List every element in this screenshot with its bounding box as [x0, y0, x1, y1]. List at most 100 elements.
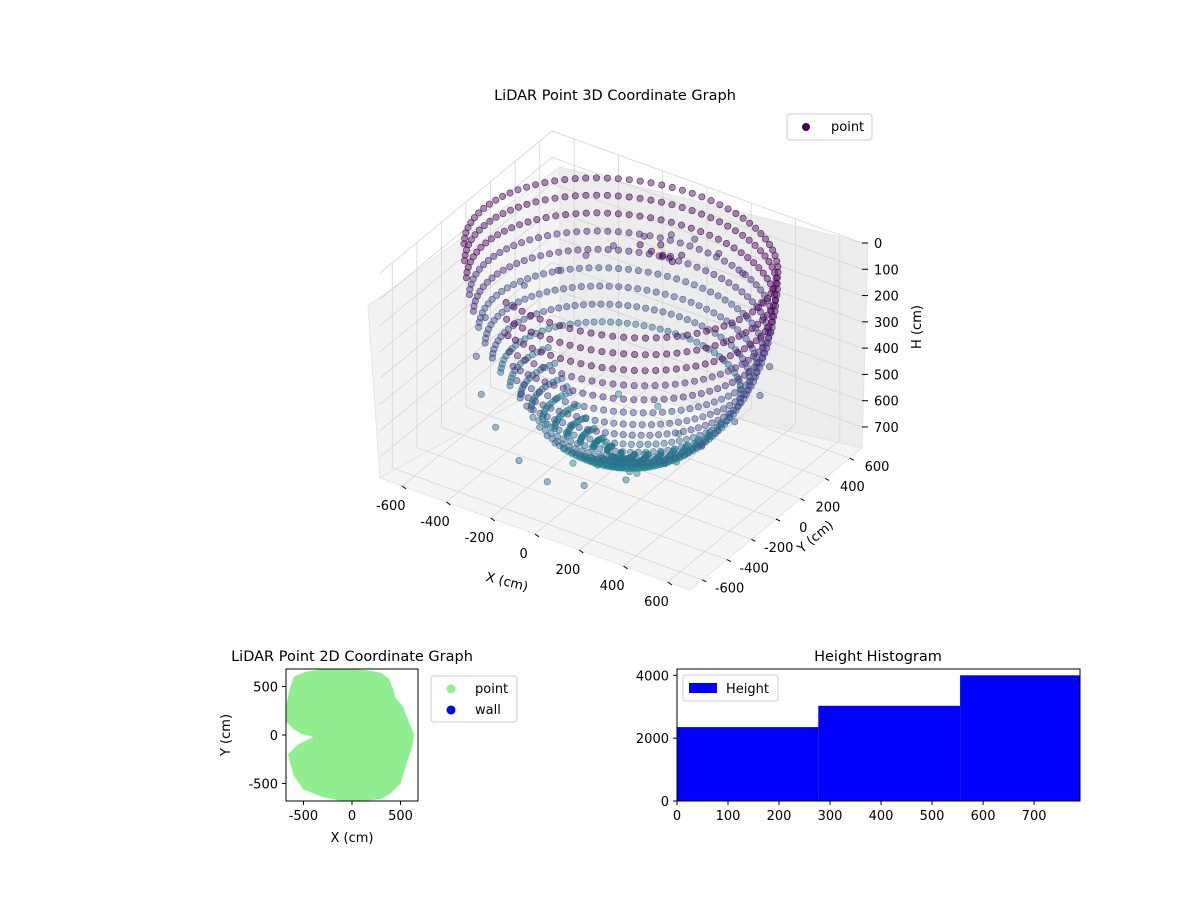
- point-3d: [500, 356, 508, 364]
- point-3d: [578, 433, 586, 441]
- point-3d: [741, 271, 749, 279]
- point-3d: [514, 298, 522, 306]
- point-3d: [752, 281, 760, 289]
- lidar-2d-axes: LiDAR Point 2D Coordinate Graph -500 0 500…: [219, 649, 518, 846]
- gridline-y-3d: [441, 222, 752, 540]
- point-3d: [748, 325, 756, 333]
- histogram-bar: [960, 675, 1080, 801]
- point-3d: [615, 301, 623, 309]
- point-3d: [606, 300, 614, 308]
- point-3d: [670, 394, 678, 402]
- point-3d: [612, 453, 620, 461]
- point-3d: [624, 284, 632, 292]
- point-3d: [553, 376, 561, 384]
- point-3d: [561, 390, 569, 398]
- point-3d: [645, 250, 653, 258]
- point-3d: [567, 421, 575, 429]
- point-3d: [531, 181, 539, 189]
- point-3d: [619, 431, 627, 439]
- point-3d: [584, 448, 592, 456]
- point-3d: [593, 191, 601, 199]
- tick-x-3d: [490, 517, 496, 522]
- point-3d: [610, 430, 618, 438]
- point-3d: [517, 390, 525, 398]
- point-3d: [687, 298, 695, 306]
- point-3d: [773, 274, 781, 282]
- tick-y-3d: [849, 457, 854, 461]
- point-3d: [759, 269, 767, 277]
- point-3d: [602, 460, 610, 468]
- point-3d: [631, 334, 639, 342]
- point-3d: [462, 229, 470, 237]
- point-3d: [642, 304, 650, 312]
- grid-3d: [379, 130, 863, 583]
- point-3d: [714, 416, 722, 424]
- point-3d: [693, 263, 701, 271]
- point-3d: [724, 392, 732, 400]
- point-3d: [559, 384, 567, 392]
- point-3d: [597, 300, 605, 308]
- point-3d: [735, 375, 743, 383]
- point-3d: [644, 440, 652, 448]
- legend-label-point-3d: point: [831, 120, 864, 135]
- tick-x-3d: [446, 501, 451, 506]
- legend-2d: point wall: [430, 675, 518, 723]
- point-3d: [706, 410, 714, 418]
- point-3d: [679, 393, 687, 401]
- gridline-y-3d: [490, 181, 801, 500]
- point-3d: [689, 433, 697, 441]
- point-3d: [736, 385, 744, 393]
- point-3d: [690, 377, 698, 385]
- tick-label-y-2d: -500: [248, 778, 278, 793]
- point-3d: [560, 435, 568, 443]
- point-3d: [742, 329, 750, 337]
- tick-label-z-3d: 500: [874, 368, 899, 383]
- point-3d: [559, 419, 567, 427]
- point-3d: [487, 235, 495, 243]
- point-3d: [647, 214, 655, 222]
- tick-label-y-hist: 4000: [636, 669, 669, 684]
- point-3d: [558, 392, 566, 400]
- histogram-bar: [677, 727, 819, 801]
- point-3d: [508, 224, 516, 232]
- point-3d: [675, 313, 683, 321]
- point-3d: [664, 446, 672, 454]
- point-3d: [731, 364, 739, 372]
- point-3d: [614, 246, 622, 254]
- point-3d: [694, 424, 702, 432]
- point-3d: [646, 454, 654, 462]
- point-3d: [599, 393, 607, 401]
- frame-hist: [676, 668, 1081, 802]
- point-3d: [656, 325, 664, 333]
- point-3d: [543, 478, 551, 486]
- point-3d: [718, 355, 726, 363]
- point-3d: [641, 351, 649, 359]
- point-3d: [755, 264, 763, 272]
- point-3d: [698, 322, 706, 330]
- tick-y-3d: [726, 559, 732, 563]
- point-3d: [688, 391, 696, 399]
- point-3d: [514, 203, 522, 211]
- point-3d: [555, 426, 563, 434]
- point-3d: [710, 358, 718, 366]
- point-3d: [756, 308, 764, 316]
- point-3d: [547, 351, 555, 359]
- point-3d: [523, 200, 531, 208]
- gridline-z-3d: [379, 156, 863, 300]
- point-3d: [734, 348, 742, 356]
- point-3d: [707, 197, 715, 205]
- tick-label-y-3d: -200: [764, 541, 794, 556]
- gridline-y-3d: [539, 141, 850, 459]
- point-3d: [475, 209, 483, 217]
- point-3d: [598, 331, 606, 339]
- point-3d: [587, 346, 595, 354]
- point-3d: [638, 421, 646, 429]
- point-3d: [545, 250, 553, 258]
- point-3d: [598, 363, 606, 371]
- point-3d: [565, 389, 573, 397]
- legend-box-3d: [786, 113, 873, 141]
- point-3d: [603, 174, 611, 182]
- point-3d: [598, 318, 606, 326]
- gridline-x-3d: [534, 187, 708, 535]
- point-3d: [577, 283, 585, 291]
